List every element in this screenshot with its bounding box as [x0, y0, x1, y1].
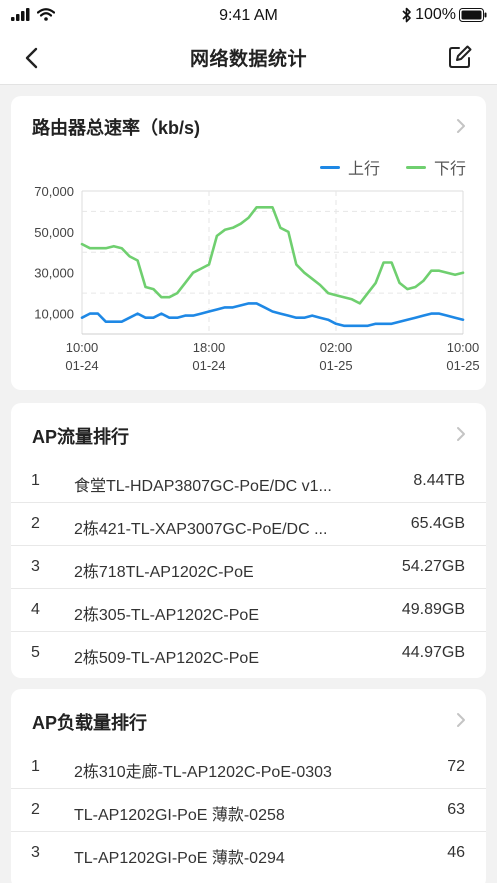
ap-name: 2栋310走廊-TL-AP1202C-PoE-0303	[74, 764, 332, 781]
page-title: 网络数据统计	[189, 49, 307, 70]
rank-number: 5	[31, 644, 40, 661]
list-item[interactable]: 1 食堂TL-HDAP3807GC-PoE/DC v1... 8.44TB	[11, 460, 486, 503]
router-rate-card: 路由器总速率（kb/s) 上行 下行 10,000 30,000 50,000 70,…	[11, 96, 486, 390]
chevron-right-icon[interactable]	[455, 117, 467, 135]
list-item[interactable]: 2 TL-AP1202GI-PoE 薄款-0258 63	[11, 789, 486, 832]
list-item[interactable]: 3 TL-AP1202GI-PoE 薄款-0294 46	[11, 832, 486, 875]
traffic-value: 54.27GB	[401, 558, 465, 575]
legend-download-swatch	[405, 165, 426, 169]
battery-percent: 100%	[415, 6, 456, 23]
legend-download-label: 下行	[433, 161, 466, 178]
x-tick-date: 01-24	[192, 358, 225, 373]
rank-number: 3	[31, 558, 40, 575]
rate-line-chart: 10,000 30,000 50,000 70,000 10:00 01-24 18:00 0…	[34, 184, 480, 373]
traffic-value: 49.89GB	[401, 601, 465, 618]
legend-upload-label: 上行	[347, 161, 380, 178]
cellular-signal-icon	[11, 8, 30, 21]
x-tick-time: 10:00	[447, 340, 480, 355]
ap-name: TL-AP1202GI-PoE 薄款-0294	[74, 850, 285, 867]
ap-name: 2栋509-TL-AP1202C-PoE	[74, 650, 259, 667]
x-tick-date: 01-25	[319, 358, 352, 373]
list-item[interactable]: 5 2栋509-TL-AP1202C-PoE 44.97GB	[11, 632, 486, 675]
traffic-value: 8.44TB	[413, 472, 465, 489]
navigation-bar: 网络数据统计	[0, 30, 497, 85]
ap-name: 2栋421-TL-XAP3007GC-PoE/DC ...	[74, 521, 328, 538]
rank-number: 1	[31, 472, 40, 489]
load-value: 72	[447, 758, 465, 775]
chevron-right-icon[interactable]	[455, 425, 467, 443]
rank-number: 2	[31, 801, 40, 818]
traffic-value: 44.97GB	[401, 644, 465, 661]
load-value: 63	[447, 801, 465, 818]
x-tick-time: 18:00	[193, 340, 226, 355]
legend-upload-swatch	[319, 165, 340, 169]
ap-load-title: AP负载量排行	[32, 713, 148, 733]
wifi-icon	[37, 8, 55, 21]
x-tick-time: 02:00	[320, 340, 353, 355]
ap-name: 2栋305-TL-AP1202C-PoE	[74, 607, 259, 624]
legend-upload: 上行	[319, 155, 380, 179]
chart-legend: 上行 下行	[319, 155, 466, 179]
list-item[interactable]: 1 2栋310走廊-TL-AP1202C-PoE-0303 72	[11, 746, 486, 789]
upload-series-line	[80, 302, 465, 328]
y-tick-label: 70,000	[34, 184, 74, 199]
back-arrow-icon[interactable]	[20, 45, 46, 71]
edit-icon[interactable]	[447, 44, 473, 70]
battery-icon	[459, 8, 487, 22]
status-left	[11, 8, 55, 21]
status-time: 9:41 AM	[219, 7, 278, 24]
rank-number: 1	[31, 758, 40, 775]
ap-load-card: AP负载量排行 1 2栋310走廊-TL-AP1202C-PoE-0303 72…	[11, 689, 486, 883]
rank-number: 3	[31, 844, 40, 861]
bluetooth-icon	[402, 7, 411, 23]
legend-download: 下行	[405, 155, 466, 179]
list-item[interactable]: 3 2栋718TL-AP1202C-PoE 54.27GB	[11, 546, 486, 589]
ap-traffic-card: AP流量排行 1 食堂TL-HDAP3807GC-PoE/DC v1... 8.…	[11, 403, 486, 678]
x-tick-time: 10:00	[66, 340, 99, 355]
status-bar: 9:41 AM 100%	[0, 0, 497, 30]
router-rate-title: 路由器总速率（kb/s)	[32, 118, 201, 138]
y-tick-label: 10,000	[34, 307, 74, 322]
ap-traffic-title: AP流量排行	[32, 427, 130, 447]
y-tick-label: 50,000	[34, 225, 74, 240]
list-item[interactable]: 4 2栋305-TL-AP1202C-PoE 49.89GB	[11, 589, 486, 632]
download-series-line	[80, 206, 465, 305]
rank-number: 2	[31, 515, 40, 532]
traffic-value: 65.4GB	[410, 515, 465, 532]
x-tick-date: 01-25	[446, 358, 479, 373]
y-tick-label: 30,000	[34, 266, 74, 281]
ap-name: 2栋718TL-AP1202C-PoE	[74, 564, 254, 581]
status-right: 100%	[402, 6, 487, 24]
ap-name: TL-AP1202GI-PoE 薄款-0258	[74, 807, 285, 824]
ap-name: 食堂TL-HDAP3807GC-PoE/DC v1...	[74, 478, 332, 495]
x-tick-date: 01-24	[65, 358, 98, 373]
rank-number: 4	[31, 601, 40, 618]
chevron-right-icon[interactable]	[455, 711, 467, 729]
list-item[interactable]: 2 2栋421-TL-XAP3007GC-PoE/DC ... 65.4GB	[11, 503, 486, 546]
load-value: 46	[447, 844, 465, 861]
